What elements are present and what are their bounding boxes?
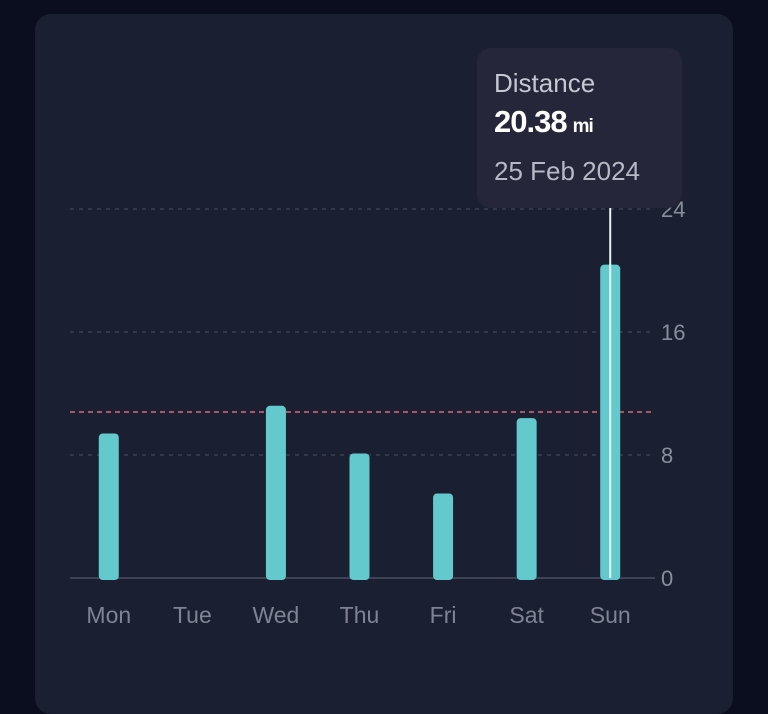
x-tick-label: Thu (340, 602, 380, 628)
tooltip-value-row: 20.38 mi (494, 100, 682, 149)
y-tick-label: 0 (661, 566, 673, 591)
tooltip: Distance 20.38 mi 25 Feb 2024 (477, 48, 682, 208)
tooltip-title: Distance (494, 68, 596, 98)
x-tick-label: Fri (430, 602, 457, 628)
x-tick-label: Wed (252, 602, 299, 628)
bar-thu (349, 453, 370, 580)
x-tick-label: Mon (86, 602, 131, 628)
tooltip-value: 20.38 (494, 104, 568, 139)
y-tick-label: 8 (661, 443, 673, 468)
x-tick-label: Tue (173, 602, 212, 628)
bar-wed (265, 405, 286, 580)
bar-sat (516, 418, 537, 580)
tooltip-unit: mi (572, 116, 594, 137)
x-tick-label: Sun (590, 602, 631, 628)
tooltip-date: 25 Feb 2024 (494, 156, 641, 186)
bar-mon (98, 433, 119, 580)
y-tick-label: 16 (661, 320, 685, 345)
x-tick-label: Sat (509, 602, 544, 628)
bar-fri (433, 493, 454, 580)
